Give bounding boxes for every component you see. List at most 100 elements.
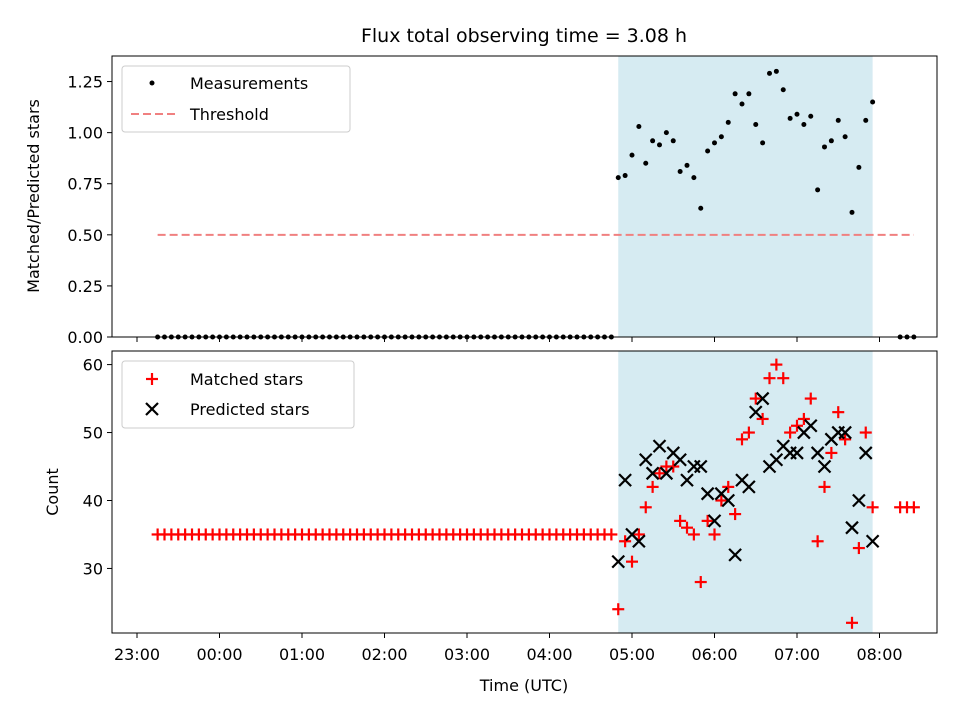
- matched-star-point: [839, 433, 852, 446]
- measurement-point: [732, 91, 738, 97]
- predicted-star-point: [673, 452, 687, 467]
- predicted-star-point: [659, 466, 674, 481]
- matched-star-point: [681, 521, 693, 534]
- measurement-point: [842, 134, 848, 140]
- matched-star-point: [749, 392, 762, 405]
- legend-predicted-marker: [145, 402, 159, 416]
- measurement-point: [856, 164, 862, 170]
- predicted-star-point: [769, 452, 784, 467]
- measurement-point: [705, 148, 711, 154]
- matched-star-point: [866, 501, 879, 514]
- matched-star-point: [632, 528, 645, 541]
- matched-star-point: [832, 406, 845, 419]
- predicted-star-point: [755, 391, 770, 406]
- matched-star-point: [639, 501, 652, 514]
- predicted-star-point: [845, 520, 859, 535]
- x-tick-label: 02:00: [361, 645, 407, 664]
- measurement-point: [622, 173, 628, 179]
- top-y-tick-label: 1.25: [67, 73, 103, 92]
- predicted-star-point: [865, 534, 880, 549]
- top-y-ticks: 0.00 0.25 0.50 0.75 1.00 1.25: [67, 73, 112, 347]
- measurement-point: [870, 99, 876, 105]
- measurement-point: [753, 121, 759, 127]
- predicted-star-point: [652, 439, 667, 453]
- x-tick-label: 08:00: [856, 645, 902, 664]
- x-tick-label: 23:00: [114, 645, 160, 664]
- measurement-point: [760, 140, 766, 146]
- matched-star-point: [701, 514, 714, 527]
- x-axis-label: Time (UTC): [479, 676, 568, 695]
- matched-star-point: [907, 501, 920, 514]
- measurement-point: [801, 121, 807, 127]
- predicted-star-point: [817, 459, 832, 474]
- measurement-point: [698, 205, 704, 211]
- predicted-star-point: [707, 514, 722, 528]
- measurement-point: [794, 111, 800, 117]
- matched-star-point: [736, 433, 748, 446]
- matched-star-point: [667, 460, 680, 473]
- bottom-y-tick-label: 50: [83, 424, 103, 443]
- measurement-point: [657, 142, 662, 148]
- x-tick-label: 01:00: [279, 645, 325, 664]
- measurement-point: [629, 152, 635, 158]
- predicted-star-point: [638, 452, 653, 467]
- predicted-star-points: [611, 391, 880, 569]
- x-tick-label: 04:00: [526, 645, 572, 664]
- matched-star-points: [151, 358, 920, 629]
- top-legend: Measurements Threshold: [121, 65, 351, 133]
- matched-star-point: [811, 535, 824, 548]
- predicted-star-point: [852, 493, 866, 508]
- top-axes-frame: [111, 55, 938, 338]
- matched-star-point: [687, 528, 700, 541]
- predicted-star-point: [721, 493, 736, 508]
- legend-matched-label: Matched stars: [190, 370, 303, 389]
- measurement-point: [780, 87, 786, 93]
- matched-star-point: [626, 555, 638, 568]
- bottom-y-tick-label: 40: [83, 491, 103, 510]
- measurement-point: [787, 115, 793, 121]
- measurement-point: [684, 162, 690, 168]
- legend-measurements-label: Measurements: [190, 74, 308, 93]
- bottom-axes-frame: [111, 350, 938, 634]
- bottom-y-axis-label: Count: [43, 468, 62, 516]
- top-y-tick-label: 0.50: [67, 226, 103, 245]
- x-tick-label: 07:00: [774, 645, 820, 664]
- measurement-point: [815, 187, 821, 193]
- matched-star-point: [619, 535, 632, 548]
- measurement-point: [718, 134, 724, 140]
- matched-star-point: [742, 426, 755, 439]
- measurement-point: [746, 91, 752, 97]
- top-y-axis-label: Matched/Predicted stars: [24, 99, 43, 293]
- matched-star-point: [674, 514, 687, 527]
- legend-predicted-label: Predicted stars: [190, 400, 310, 419]
- predicted-star-point: [645, 466, 660, 481]
- predicted-star-point: [728, 548, 742, 562]
- matched-star-point: [756, 412, 769, 425]
- measurement-point: [725, 119, 731, 125]
- measurement-point: [615, 175, 621, 181]
- matched-star-point: [825, 446, 838, 459]
- predicted-star-point: [790, 446, 804, 460]
- predicted-star-point: [680, 473, 694, 487]
- bottom-panel: 30 40 50 60 23:00 00:00 01:00 02:00 03:00 04:00 0…: [43, 350, 938, 695]
- top-shaded-region: [618, 56, 873, 337]
- matched-star-point: [777, 372, 790, 385]
- matched-star-point: [859, 426, 872, 439]
- predicted-star-point: [742, 480, 756, 494]
- matched-star-point: [852, 542, 865, 555]
- matched-star-point: [846, 616, 858, 629]
- matched-star-point: [804, 392, 817, 405]
- matched-star-point: [646, 480, 659, 493]
- measurement-point: [739, 101, 745, 107]
- predicted-star-point: [611, 554, 626, 569]
- measurement-point: [863, 117, 869, 123]
- measurement-point: [636, 124, 642, 130]
- measurement-point: [773, 68, 779, 74]
- chart-title: Flux total observing time = 3.08 h: [361, 25, 687, 47]
- x-tick-label: 06:00: [691, 645, 737, 664]
- predicted-star-point: [858, 446, 873, 460]
- top-y-tick-label: 1.00: [67, 124, 103, 143]
- matched-star-point: [729, 508, 742, 521]
- matched-star-point: [708, 528, 721, 541]
- matched-star-point: [818, 480, 831, 493]
